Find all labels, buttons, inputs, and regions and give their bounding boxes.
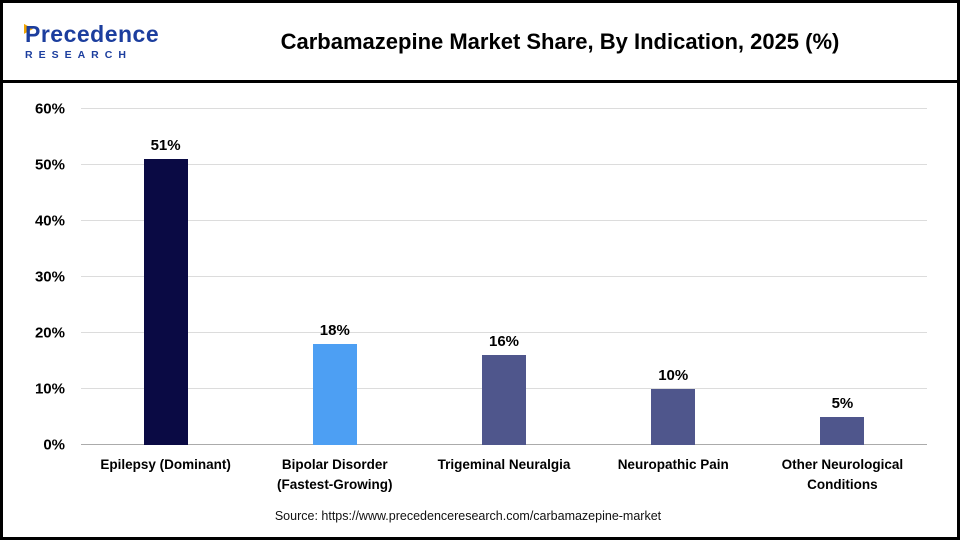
y-axis: 0% 10% 20% 30% 40% 50% 60% (9, 101, 81, 454)
bar-value-label: 5% (831, 395, 854, 412)
y-axis-tick-label: 60% (34, 100, 65, 118)
x-axis-category-label: Neuropathic Pain (617, 457, 729, 472)
precedence-research-logo: Precedence RESEARCH (24, 20, 225, 62)
bar-column: 5% (758, 109, 927, 445)
gridline (81, 164, 927, 165)
bar-column: 10% (589, 109, 758, 445)
y-axis-tick-label: 10% (34, 380, 65, 398)
source-line: Source: https://www.precedenceresearch.c… (274, 509, 662, 523)
bar-chart: 0% 10% 20% 30% 40% 50% 60% 51% 18% 16% 10% 5% Epil… (3, 83, 957, 537)
bar-value-label: 18% (319, 322, 350, 340)
bar (482, 355, 526, 445)
bar-column: 18% (250, 109, 419, 445)
logo-subtext: RESEARCH (25, 49, 132, 62)
logo-gold-accent-icon (24, 23, 33, 34)
y-axis-tick-label: 20% (34, 324, 65, 342)
header: Precedence RESEARCH Carbamazepine Market… (3, 3, 957, 83)
bar (820, 417, 865, 445)
logo-wordmark-text: Precedence (25, 20, 160, 47)
bar-column: 16% (419, 109, 588, 445)
gridline (81, 220, 927, 221)
x-axis-category-label: Bipolar Disorder (Fastest-Growing) (277, 457, 393, 492)
bar-value-label: 10% (658, 367, 689, 384)
x-axis-category-label: Other Neurological Conditions (781, 457, 904, 492)
bar (312, 344, 357, 445)
chart-title: Carbamazepine Market Share, By Indicatio… (280, 28, 840, 54)
gridline (81, 332, 927, 333)
gridline (81, 108, 927, 109)
x-axis-category-label: Trigeminal Neuralgia (437, 457, 571, 472)
y-axis-tick-label: 30% (34, 268, 65, 286)
plot-area: 51% 18% 16% 10% 5% (81, 108, 927, 445)
bar (651, 389, 696, 445)
x-axis-category-label: Epilepsy (Dominant) (100, 457, 231, 472)
y-axis-tick-label: 50% (34, 156, 65, 174)
bar-column: 51% (81, 109, 250, 445)
bar-value-label: 16% (488, 333, 520, 351)
bar-value-label: 51% (150, 137, 181, 155)
y-axis-tick-label: 40% (34, 212, 65, 230)
gridline (81, 276, 927, 277)
bar-columns: 51% 18% 16% 10% 5% (81, 109, 927, 445)
x-axis-labels: Epilepsy (Dominant) Bipolar Disorder (Fas… (81, 455, 927, 494)
logo-wordmark: Precedence (24, 20, 225, 47)
bar (143, 159, 188, 445)
plot-row: 0% 10% 20% 30% 40% 50% 60% 51% 18% 16% 10% 5% (9, 101, 927, 454)
y-axis-tick-label: 0% (43, 436, 65, 454)
